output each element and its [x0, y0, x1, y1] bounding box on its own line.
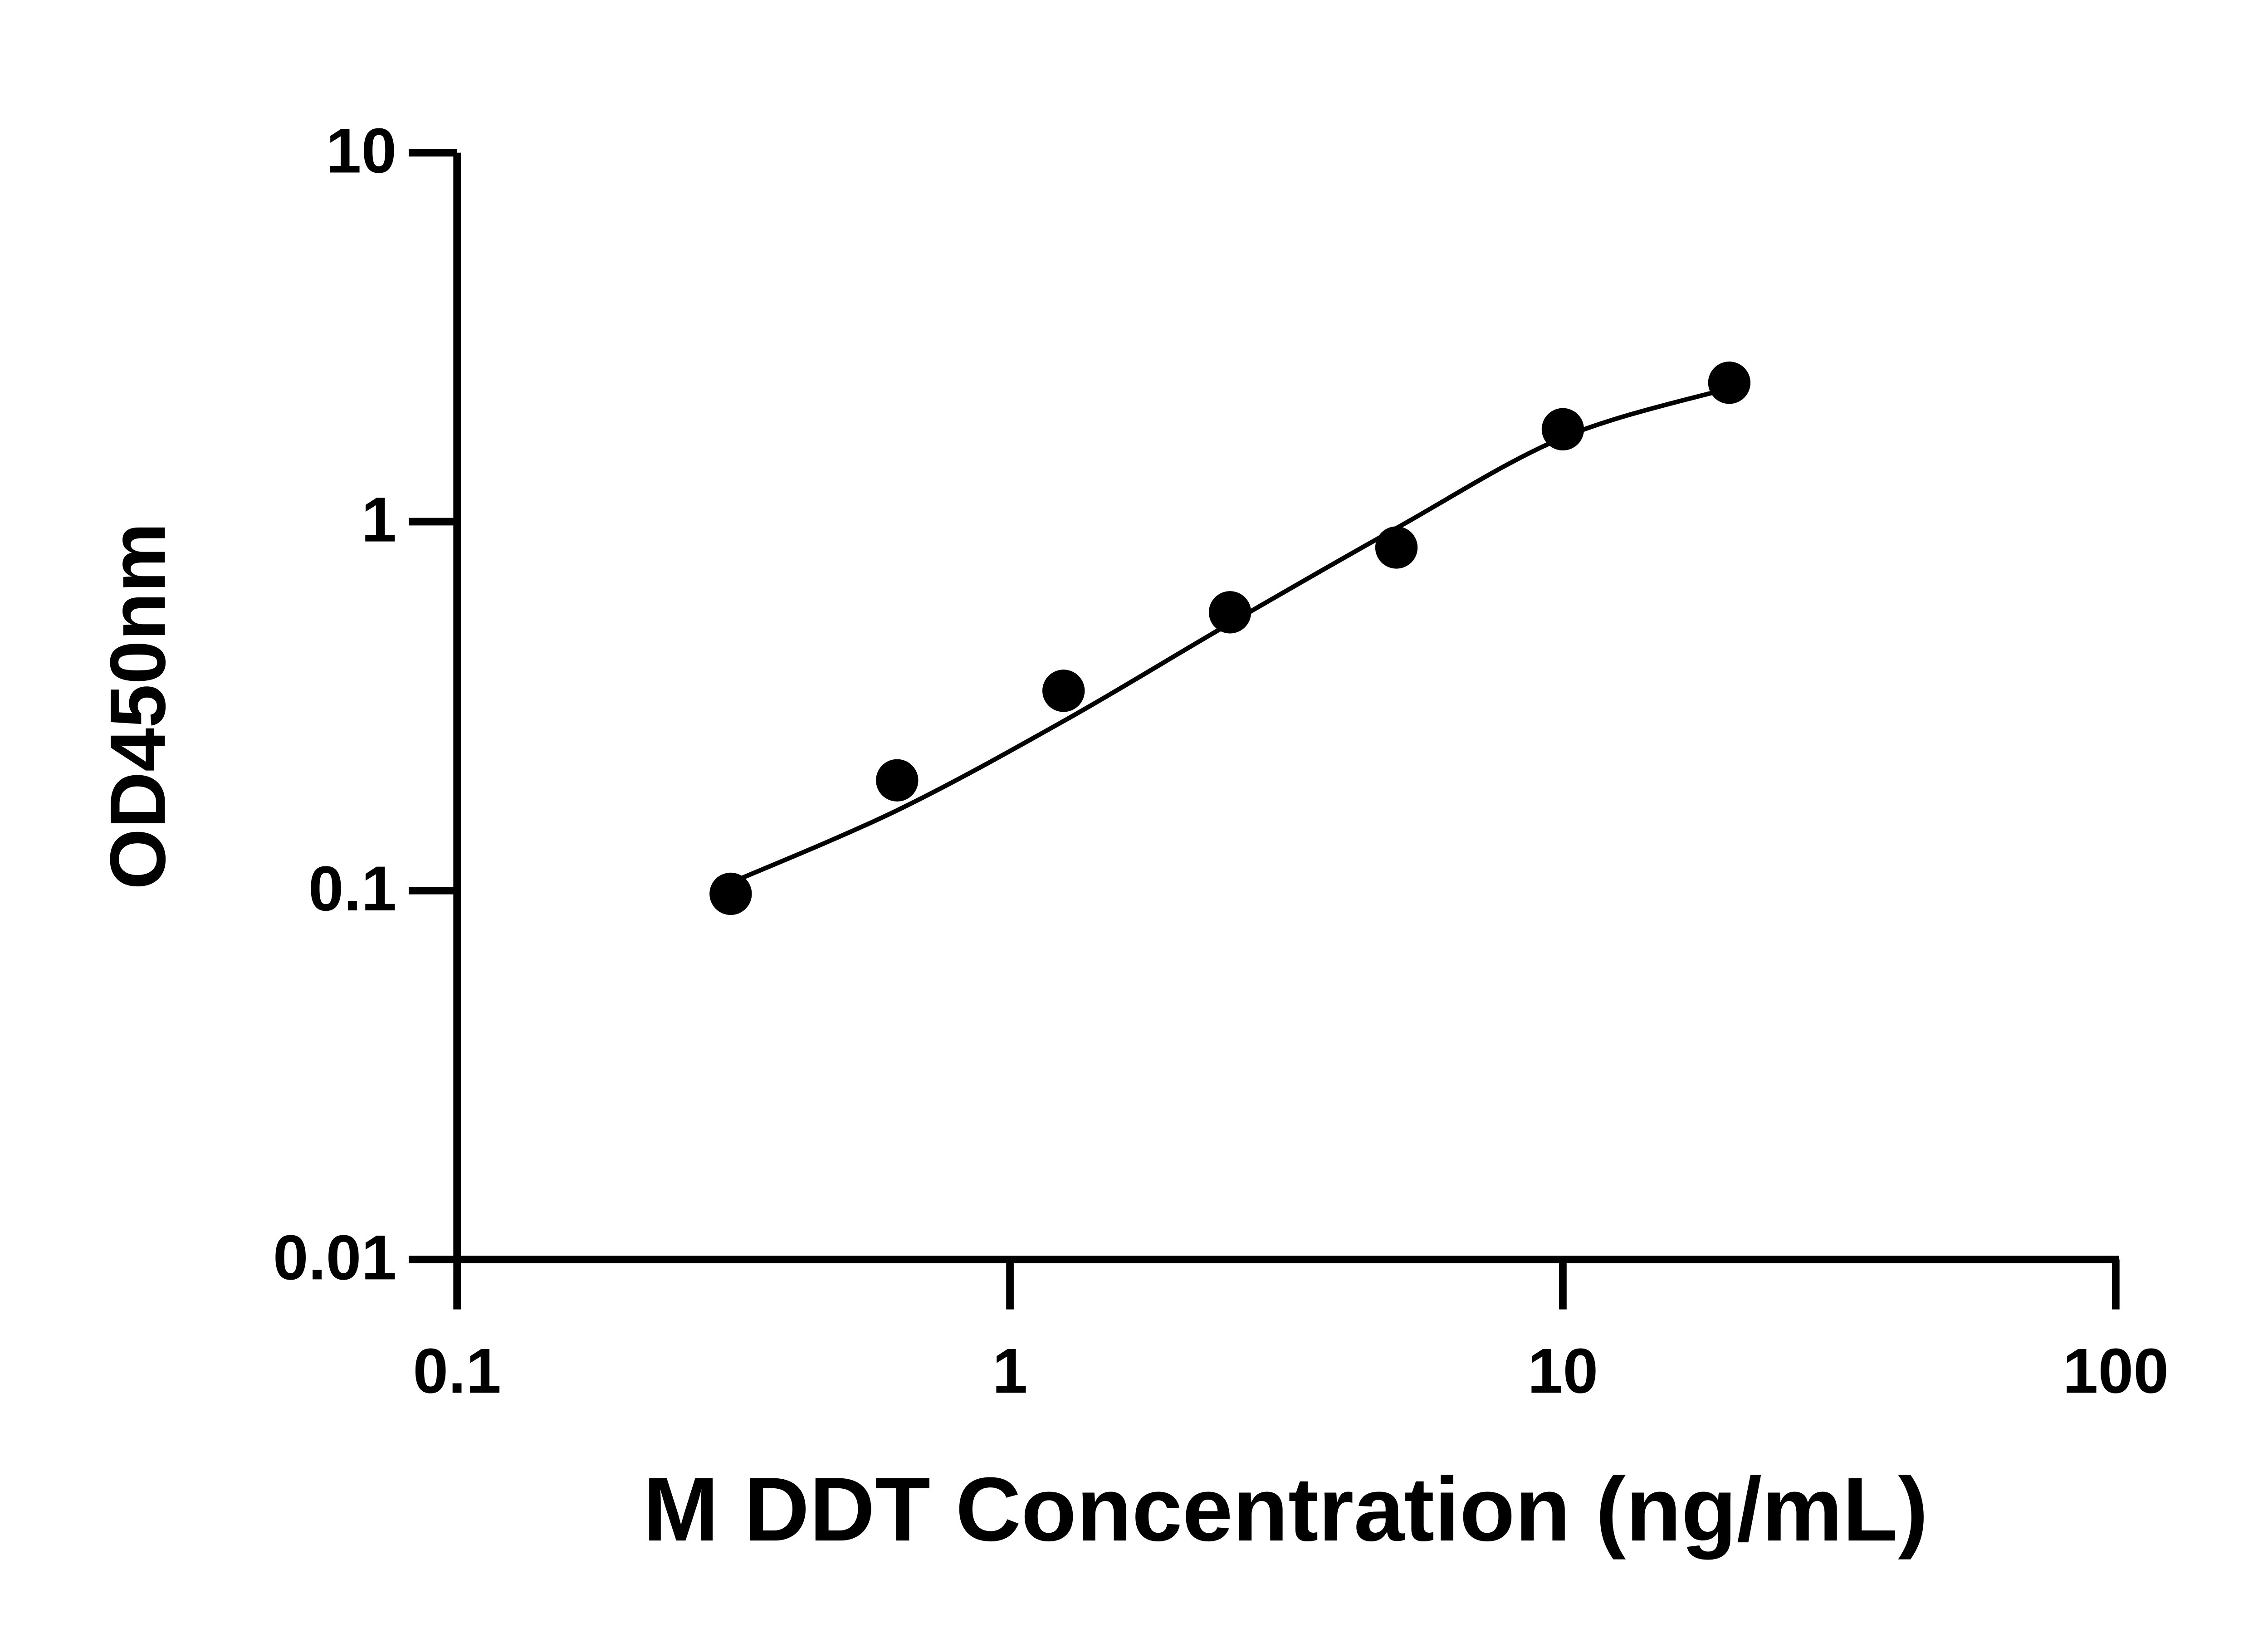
x-axis-title: M DDT Concentration (ng/mL) — [643, 1459, 1928, 1560]
x-tick-label: 10 — [1528, 1335, 1598, 1406]
y-tick-label: 1 — [361, 484, 396, 555]
data-point — [876, 759, 919, 802]
y-tick-label: 10 — [326, 115, 397, 186]
data-point — [709, 872, 752, 915]
data-point — [1541, 408, 1584, 450]
data-point — [1375, 526, 1418, 569]
y-axis-title: OD450nm — [93, 523, 181, 890]
x-tick-label: 100 — [2063, 1335, 2169, 1406]
x-tick-label: 0.1 — [413, 1335, 501, 1406]
data-point — [1208, 591, 1251, 634]
data-point — [1042, 670, 1085, 712]
data-point — [1708, 362, 1751, 404]
y-tick-label: 0.1 — [308, 853, 397, 924]
x-tick-label: 1 — [992, 1335, 1028, 1406]
y-tick-label: 0.01 — [273, 1222, 396, 1293]
